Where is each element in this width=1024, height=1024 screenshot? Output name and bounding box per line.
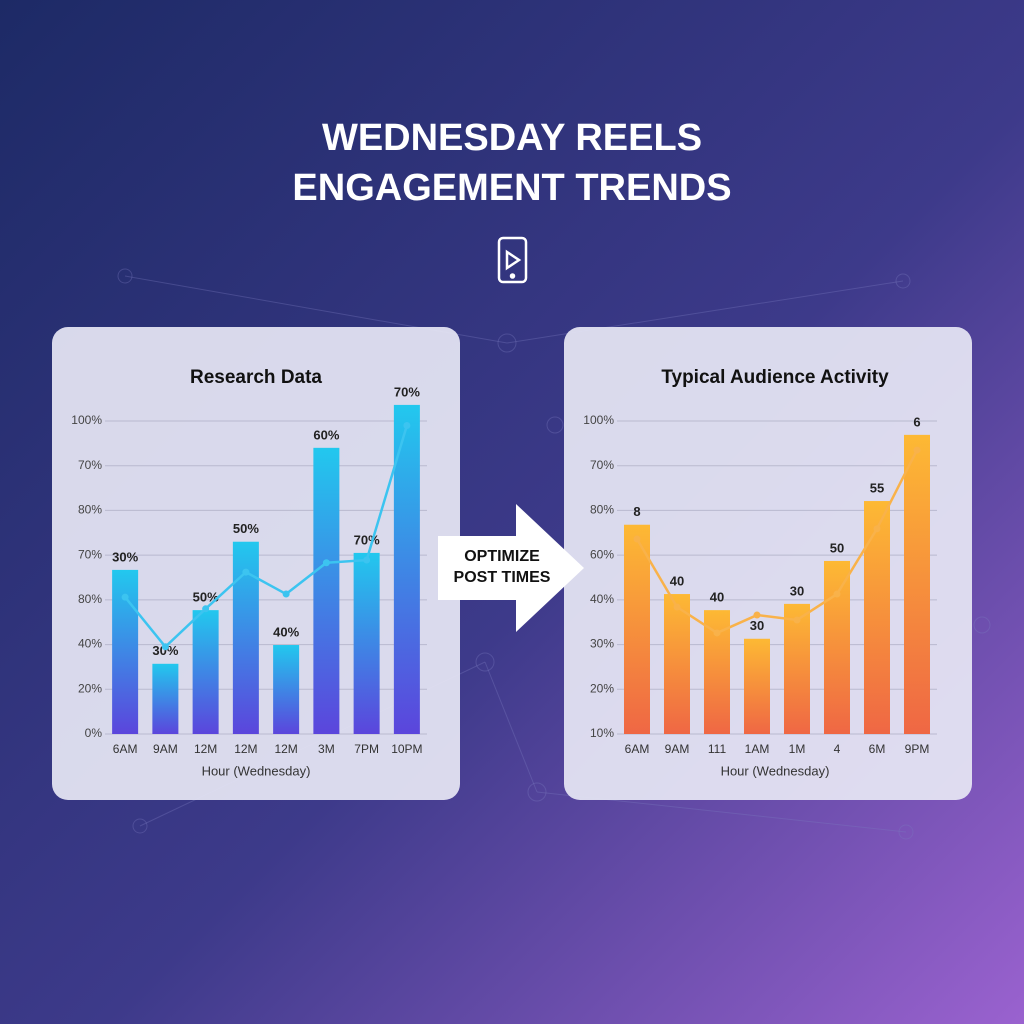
y-tick-label: 40% [78, 637, 102, 651]
x-tick-label: 9AM [153, 742, 178, 756]
y-tick-label: 80% [590, 503, 614, 517]
trend-line [635, 449, 919, 635]
x-tick-label: 12M [194, 742, 217, 756]
bar [864, 501, 890, 734]
x-tick-label: 9AM [665, 742, 690, 756]
bar [393, 404, 420, 734]
y-tick-label: 70% [590, 458, 614, 472]
arrow-label: OPTIMIZE [464, 548, 540, 565]
arrow-label: POST TIMES [454, 569, 551, 586]
x-tick-label: 111 [708, 742, 727, 756]
bar-label: 40 [710, 590, 724, 605]
bar-label: 55 [870, 480, 884, 495]
title-line: ENGAGEMENT TRENDS [292, 167, 731, 209]
x-tick-label: 6M [869, 742, 886, 756]
x-tick-label: 1M [789, 742, 806, 756]
trend-point [713, 629, 721, 637]
y-tick-label: 80% [78, 503, 102, 517]
arrow [438, 504, 584, 632]
bar-label: 30% [112, 549, 138, 564]
y-tick-label: 60% [590, 547, 614, 561]
trend-point [121, 593, 129, 601]
title-line: WEDNESDAY REELS [322, 117, 702, 159]
y-tick-label: 10% [590, 726, 614, 740]
bar [152, 663, 179, 734]
trend-point [913, 446, 921, 454]
trend-point [673, 603, 681, 611]
trend-point [833, 590, 841, 598]
y-tick-label: 70% [78, 458, 102, 472]
bar-label: 70% [354, 532, 380, 547]
bar [192, 610, 219, 734]
trend-point [793, 616, 801, 624]
bar [664, 594, 690, 734]
y-tick-label: 80% [78, 592, 102, 606]
trend-line [124, 425, 409, 649]
bar-label: 60% [313, 427, 339, 442]
bar [824, 560, 850, 734]
x-tick-label: 9PM [905, 742, 930, 756]
y-tick-label: 40% [590, 592, 614, 606]
bar [624, 524, 650, 734]
chart-title: Research Data [190, 367, 322, 388]
x-axis-label: Hour (Wednesday) [721, 763, 830, 778]
trend-point [202, 605, 210, 613]
bar-label: 50% [233, 521, 259, 536]
x-tick-label: 6AM [113, 742, 138, 756]
trend-point [363, 556, 371, 564]
x-tick-label: 12M [274, 742, 297, 756]
trend-point [242, 568, 250, 576]
trend-point [403, 421, 411, 429]
x-tick-label: 12M [234, 742, 257, 756]
trend-point [282, 590, 290, 598]
y-tick-label: 0% [85, 726, 103, 740]
bar [313, 447, 340, 734]
bar-label: 70% [394, 384, 420, 399]
y-tick-label: 20% [78, 681, 102, 695]
trend-point [633, 535, 641, 543]
y-tick-label: 70% [78, 547, 102, 561]
bar-label: 40 [670, 573, 684, 588]
bar-label: 30 [750, 618, 764, 633]
bar [353, 552, 380, 734]
chart-title: Typical Audience Activity [661, 367, 889, 388]
trend-point [161, 643, 169, 651]
bar [904, 434, 930, 734]
x-tick-label: 7PM [354, 742, 379, 756]
bar [784, 603, 810, 734]
bar-label: 30 [790, 583, 804, 598]
x-tick-label: 4 [834, 742, 841, 756]
trend-point [322, 559, 330, 567]
x-tick-label: 1AM [745, 742, 770, 756]
bar [273, 645, 300, 734]
trend-point [873, 525, 881, 533]
bar-label: 8 [633, 504, 640, 519]
bar-label: 40% [273, 624, 299, 639]
phone-icon [497, 236, 528, 284]
x-axis-label: Hour (Wednesday) [202, 763, 311, 778]
x-tick-label: 10PM [391, 742, 422, 756]
bar-label: 50% [193, 590, 219, 605]
x-tick-label: 3M [318, 742, 335, 756]
bar [744, 638, 770, 734]
bar-label: 50 [830, 540, 844, 555]
bar-label: 6 [913, 414, 920, 429]
y-tick-label: 100% [71, 413, 102, 427]
y-tick-label: 20% [590, 681, 614, 695]
x-tick-label: 6AM [625, 742, 650, 756]
y-tick-label: 100% [583, 413, 614, 427]
y-tick-label: 30% [590, 637, 614, 651]
trend-point [753, 611, 761, 619]
bar-label: 30% [152, 643, 178, 658]
